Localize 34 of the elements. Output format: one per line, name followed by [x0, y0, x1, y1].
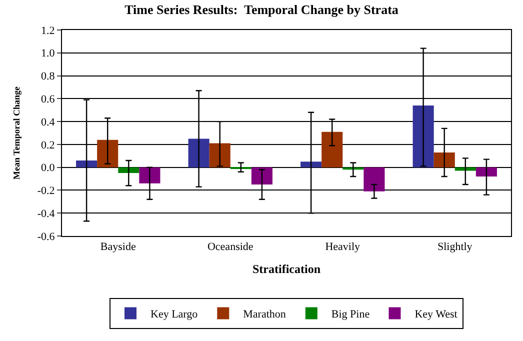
y-tick-label: -0.4 [37, 208, 56, 220]
chart-title: Time Series Results: Temporal Change by Strata [124, 2, 399, 18]
bar [322, 132, 343, 168]
bar [412, 106, 434, 168]
x-tick-label: Oceanside [207, 241, 254, 254]
y-tick-label: 1.0 [41, 48, 56, 60]
y-tick-label: -0.2 [37, 185, 55, 198]
legend-label: Key West [414, 308, 458, 321]
bar [454, 167, 476, 171]
bar [434, 152, 455, 168]
x-tick-label: Bayside [100, 241, 136, 254]
bar [97, 140, 118, 168]
bar [251, 167, 272, 184]
legend-label: Big Pine [331, 308, 370, 321]
bar [476, 167, 497, 176]
bar [300, 162, 322, 168]
bar [76, 160, 98, 168]
bar [139, 167, 160, 184]
bar [209, 143, 230, 168]
x-tick-label: Slightly [437, 241, 473, 254]
x-axis-title: Stratification [252, 262, 321, 276]
y-tick-label: -0.6 [37, 230, 56, 243]
bar [188, 138, 210, 168]
y-tick-label: 0.8 [41, 70, 56, 83]
legend-label: Marathon [243, 308, 286, 321]
y-tick-label: 0.2 [41, 139, 55, 152]
y-tick-label: 1.2 [41, 24, 55, 37]
bar [364, 167, 385, 192]
y-axis-title: Mean Temporal Change [12, 86, 22, 180]
y-tick-label: 0.0 [41, 162, 56, 174]
y-tick-label: 0.6 [41, 94, 56, 106]
x-tick-label: Heavily [325, 241, 361, 254]
legend-label: Key Largo [150, 308, 198, 321]
y-tick-label: 0.4 [41, 116, 56, 128]
